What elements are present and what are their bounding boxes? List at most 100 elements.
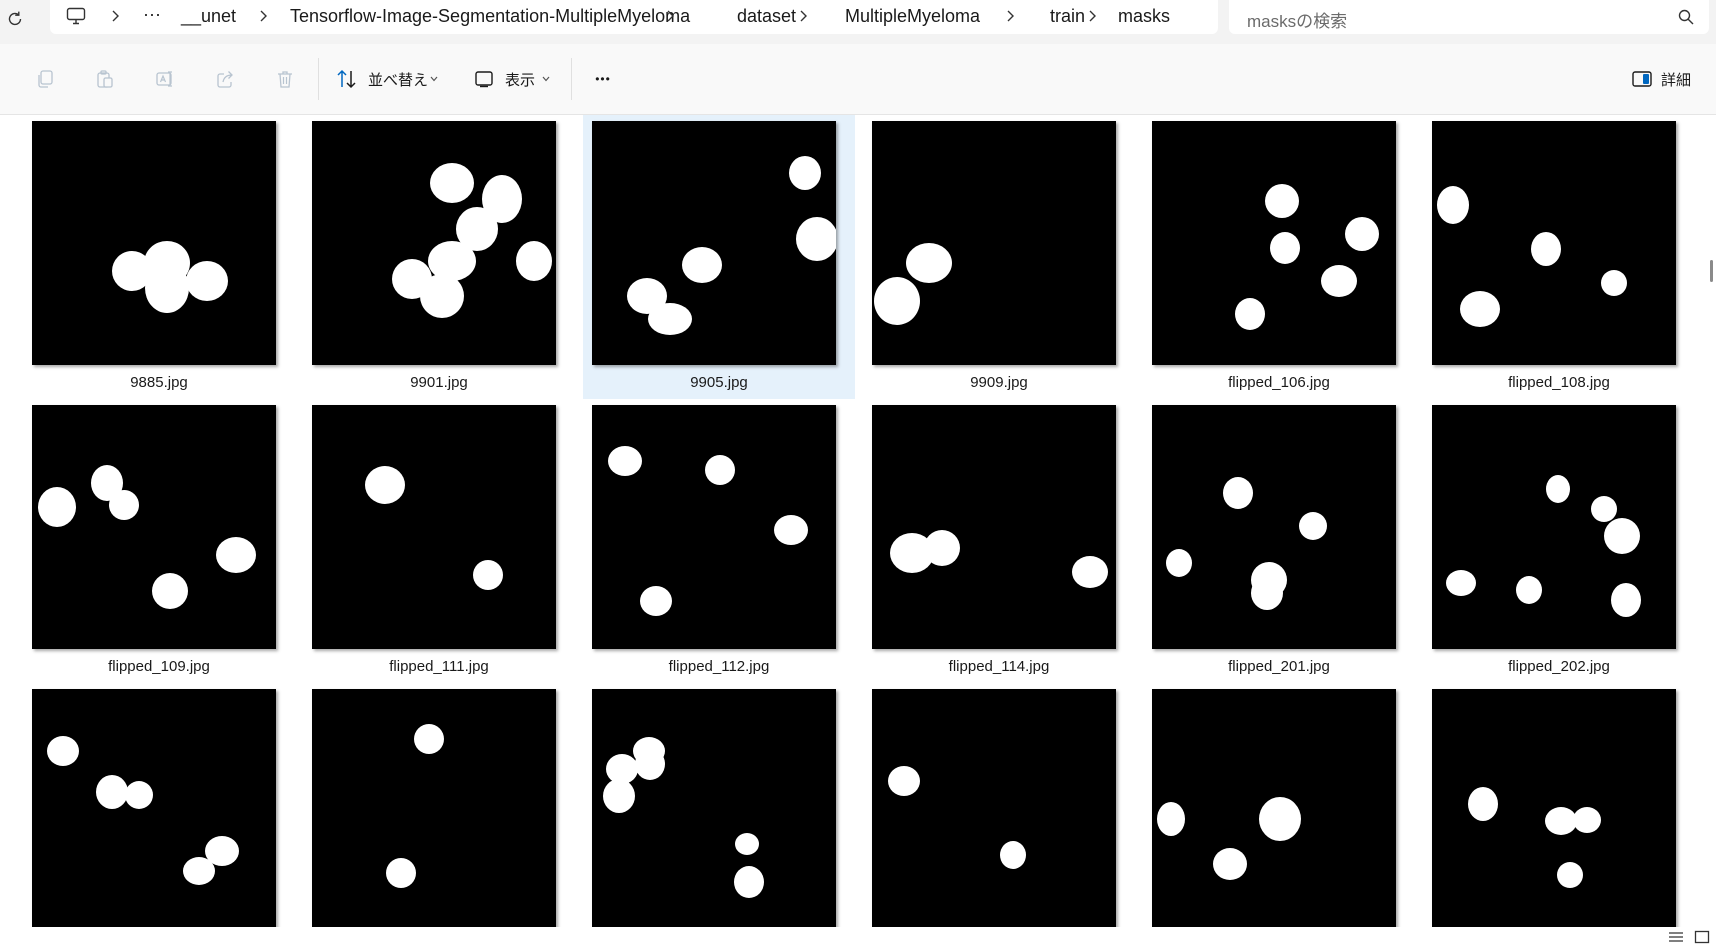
breadcrumb-item-multiplemyeloma[interactable]: MultipleMyeloma	[845, 6, 981, 26]
search-input[interactable]: masksの検索	[1229, 0, 1709, 34]
computer-button[interactable]	[66, 7, 86, 30]
breadcrumb-item-repo[interactable]: Tensorflow-Image-Segmentation-MultipleMy…	[290, 6, 691, 26]
large-icons-view-icon[interactable]	[1694, 930, 1710, 944]
file-item[interactable]: flipped_111.jpg	[303, 399, 575, 683]
file-item[interactable]	[1423, 683, 1695, 927]
mask-image	[1468, 787, 1601, 888]
cell-mask-blob	[365, 466, 405, 504]
scrollbar-thumb[interactable]	[1710, 260, 1713, 282]
file-grid: 9885.jpg 9901.jpg 9905.jpg 9909.jpg flipped_…	[0, 115, 1700, 927]
file-item[interactable]: 9909.jpg	[863, 115, 1135, 399]
monitor-icon	[66, 7, 86, 25]
sort-button[interactable]: 並べ替え	[332, 58, 442, 100]
breadcrumb-item-unet[interactable]: __unet	[181, 6, 237, 26]
file-item[interactable]	[23, 683, 295, 927]
cell-mask-blob	[420, 274, 464, 318]
file-item[interactable]: 9905.jpg	[583, 115, 855, 399]
cell-mask-blob	[1265, 184, 1299, 218]
file-item[interactable]: 9885.jpg	[23, 115, 295, 399]
view-icon	[475, 71, 493, 88]
cell-mask-blob	[924, 530, 960, 566]
paste-button[interactable]	[92, 66, 118, 92]
mask-image	[627, 156, 836, 335]
file-item[interactable]: 9901.jpg	[303, 115, 575, 399]
cell-mask-blob	[91, 465, 123, 501]
command-bar: 並べ替え 表示 ••• 詳細	[0, 44, 1716, 115]
delete-button[interactable]	[272, 66, 298, 92]
rename-button[interactable]	[152, 66, 178, 92]
breadcrumb-overflow[interactable]: ···	[143, 4, 161, 24]
details-pane-button[interactable]: 詳細	[1625, 58, 1701, 100]
file-item[interactable]: flipped_112.jpg	[583, 399, 855, 683]
breadcrumb[interactable]: ··· __unet Tensorflow-Image-Segmentation…	[50, 0, 1218, 34]
breadcrumb-item-train[interactable]: train	[1050, 6, 1086, 26]
cell-mask-blob	[608, 446, 642, 476]
cell-mask-blob	[216, 537, 256, 573]
mask-image	[1157, 797, 1301, 880]
cell-mask-blob	[789, 156, 821, 190]
cell-mask-blob	[1321, 265, 1357, 297]
cell-mask-blob	[125, 781, 153, 809]
mask-image	[608, 446, 808, 616]
toolbar-divider	[318, 58, 319, 100]
cell-mask-blob	[627, 278, 667, 314]
cell-mask-blob	[606, 754, 638, 784]
file-name: flipped_109.jpg	[108, 658, 210, 675]
details-pane-icon	[1632, 71, 1652, 87]
cell-mask-blob	[1270, 232, 1300, 264]
cell-mask-blob	[430, 163, 474, 203]
file-item[interactable]	[1143, 683, 1415, 927]
file-name: flipped_108.jpg	[1508, 374, 1610, 391]
file-item[interactable]: flipped_202.jpg	[1423, 399, 1695, 683]
refresh-icon	[8, 11, 22, 26]
cell-mask-blob	[1437, 186, 1469, 224]
details-label: 詳細	[1661, 72, 1692, 89]
file-item[interactable]: flipped_201.jpg	[1143, 399, 1415, 683]
cell-mask-blob	[774, 515, 808, 545]
cell-mask-blob	[648, 303, 692, 335]
mask-image	[365, 466, 503, 590]
cell-mask-blob	[1235, 298, 1265, 330]
chevron-right-icon	[1007, 10, 1014, 22]
cell-mask-blob	[482, 175, 522, 223]
details-view-icon[interactable]	[1668, 930, 1684, 944]
mask-image	[47, 736, 239, 885]
mask-thumbnail	[1152, 121, 1396, 365]
cell-mask-blob	[1166, 549, 1192, 577]
sort-icon	[337, 69, 356, 89]
file-name: 9909.jpg	[970, 374, 1028, 391]
file-name: flipped_112.jpg	[668, 658, 770, 675]
file-item[interactable]: flipped_108.jpg	[1423, 115, 1695, 399]
file-item[interactable]	[863, 683, 1135, 927]
cell-mask-blob	[144, 241, 190, 285]
mask-image	[112, 241, 228, 313]
chevron-down-icon	[430, 76, 438, 82]
cell-mask-blob	[186, 261, 228, 301]
cell-mask-blob	[1345, 217, 1379, 251]
trash-icon	[278, 71, 292, 88]
search-icon[interactable]	[1677, 8, 1695, 26]
more-options-button[interactable]: •••	[595, 72, 611, 86]
sort-label: 並べ替え	[368, 72, 429, 89]
breadcrumb-item-dataset[interactable]: dataset	[737, 6, 797, 26]
file-item[interactable]	[303, 683, 575, 927]
mask-thumbnail	[32, 405, 276, 649]
file-item[interactable]: flipped_114.jpg	[863, 399, 1135, 683]
cell-mask-blob	[874, 277, 920, 325]
file-item[interactable]	[583, 683, 855, 927]
copy-button[interactable]	[32, 66, 58, 92]
file-item[interactable]: flipped_106.jpg	[1143, 115, 1415, 399]
file-name: flipped_106.jpg	[1228, 374, 1330, 391]
vertical-scrollbar[interactable]	[1706, 115, 1716, 927]
breadcrumb-item-masks[interactable]: masks	[1118, 6, 1171, 26]
mask-image	[603, 737, 764, 898]
view-button[interactable]: 表示	[470, 58, 556, 100]
file-name: flipped_202.jpg	[1508, 658, 1610, 675]
mask-thumbnail	[872, 405, 1116, 649]
share-button[interactable]	[212, 66, 238, 92]
cell-mask-blob	[640, 586, 672, 616]
refresh-button[interactable]	[2, 6, 28, 32]
cell-mask-blob	[1591, 496, 1617, 522]
file-item[interactable]: flipped_109.jpg	[23, 399, 295, 683]
cell-mask-blob	[414, 724, 444, 754]
